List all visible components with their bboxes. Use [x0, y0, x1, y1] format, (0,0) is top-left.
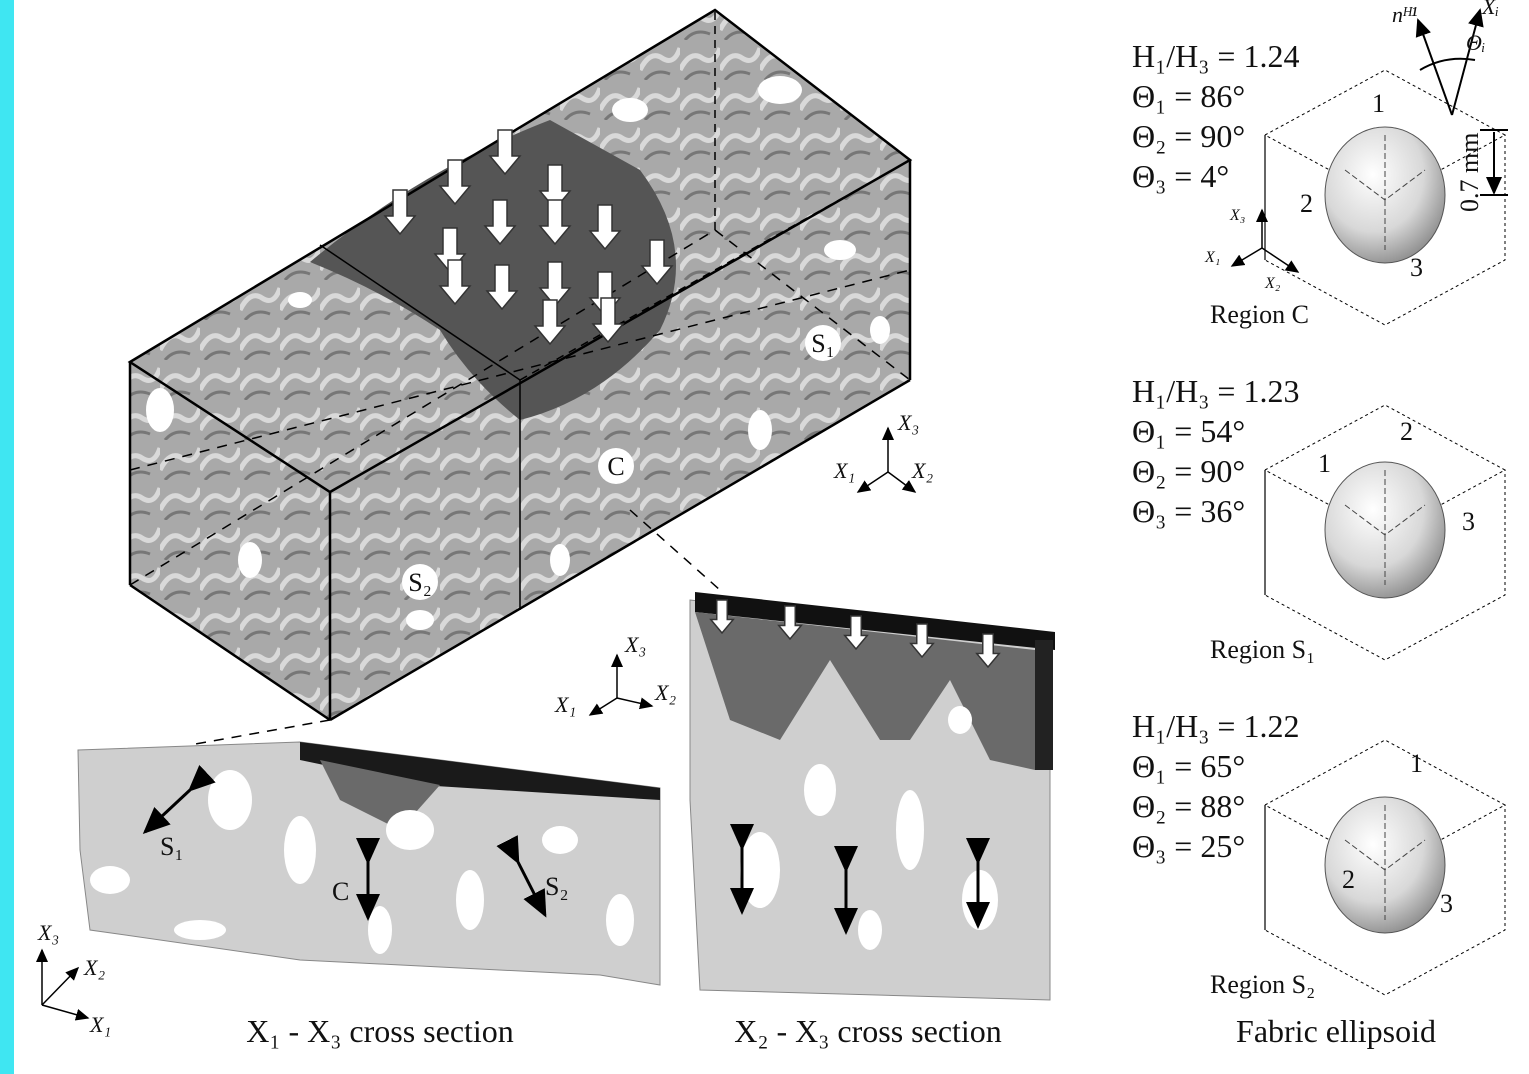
angle: Θ₁ = 65° [1132, 748, 1245, 784]
region-name: Region C [1210, 300, 1309, 329]
cross-section-2: X₂ - X₃ cross section [690, 592, 1055, 1049]
caption: Fabric ellipsoid [1236, 1013, 1436, 1049]
axis-x1: X₁ [554, 692, 576, 717]
caption: X₁ - X₃ cross section [246, 1013, 514, 1049]
axis-number: 1 [1372, 89, 1385, 118]
angle: Θ₃ = 4° [1132, 158, 1229, 194]
axis-number: 2 [1300, 189, 1313, 218]
page: { "volume": { "labels": {"s1": "S₁", "c"… [0, 0, 1529, 1074]
axis-x3: X₃ [624, 632, 646, 657]
angle: Θ₁ = 54° [1132, 413, 1245, 449]
label-s2: S₂ [545, 872, 569, 901]
axis-number: 3 [1462, 507, 1475, 536]
angle: Θ₁ = 86° [1132, 78, 1245, 114]
legend-axis: Xᵢ [1481, 0, 1499, 19]
label-s1: S₁ [811, 329, 835, 358]
region-name: Region S₂ [1210, 970, 1315, 999]
ratio: H₁/H₃ = 1.24 [1132, 38, 1299, 74]
legend-angle: Θᵢ [1466, 30, 1485, 55]
axis-number: 3 [1440, 889, 1453, 918]
axis-x3: X₃ [37, 920, 59, 945]
label-s1: S₁ [160, 832, 184, 861]
scale-label: 0.7 mm [1455, 133, 1484, 212]
angle: Θ₂ = 90° [1132, 118, 1245, 154]
axis-number: 1 [1410, 749, 1423, 778]
region-name: Region S₁ [1210, 635, 1315, 664]
label-c: C [607, 452, 624, 481]
axis-x2: X₂ [83, 955, 105, 980]
axis-x1: X₁ [1204, 249, 1220, 266]
fabric-ellipsoids: nᴴ¹ Xᵢ Θᵢ 0.7 mm X₃ X₁ X₂ Fabric ellipso… [1132, 0, 1508, 1049]
angle: Θ₂ = 88° [1132, 788, 1245, 824]
label-c: C [332, 877, 349, 906]
caption: X₂ - X₃ cross section [734, 1013, 1002, 1049]
axis-x1: X₁ [833, 458, 855, 483]
angle: Θ₃ = 36° [1132, 493, 1245, 529]
figure: S₁ C S₂ X₃ X₁ X₂ X₃ X₁ X₂ X₃ X₂ X₁ [0, 0, 1529, 1074]
axis-x3: X₃ [897, 410, 919, 435]
axis-number: 3 [1410, 253, 1423, 282]
cross-section-1: S₁ C S₂ X₁ - X₃ cross section [78, 742, 660, 1049]
axis-number: 2 [1342, 865, 1355, 894]
axis-x3: X₃ [1229, 207, 1245, 224]
legend-normal: nᴴ¹ [1392, 2, 1417, 27]
angle: Θ₂ = 90° [1132, 453, 1245, 489]
axis-x2: X₂ [654, 680, 676, 705]
axis-number: 2 [1400, 417, 1413, 446]
angle: Θ₃ = 25° [1132, 828, 1245, 864]
axis-x2: X₂ [911, 458, 933, 483]
axis-x1: X₁ [89, 1012, 111, 1037]
axis-x2: X₂ [1264, 275, 1281, 292]
axis-number: 1 [1318, 449, 1331, 478]
ratio: H₁/H₃ = 1.22 [1132, 708, 1299, 744]
ratio: H₁/H₃ = 1.23 [1132, 373, 1299, 409]
left-strip [0, 0, 14, 1074]
label-s2: S₂ [408, 568, 432, 597]
